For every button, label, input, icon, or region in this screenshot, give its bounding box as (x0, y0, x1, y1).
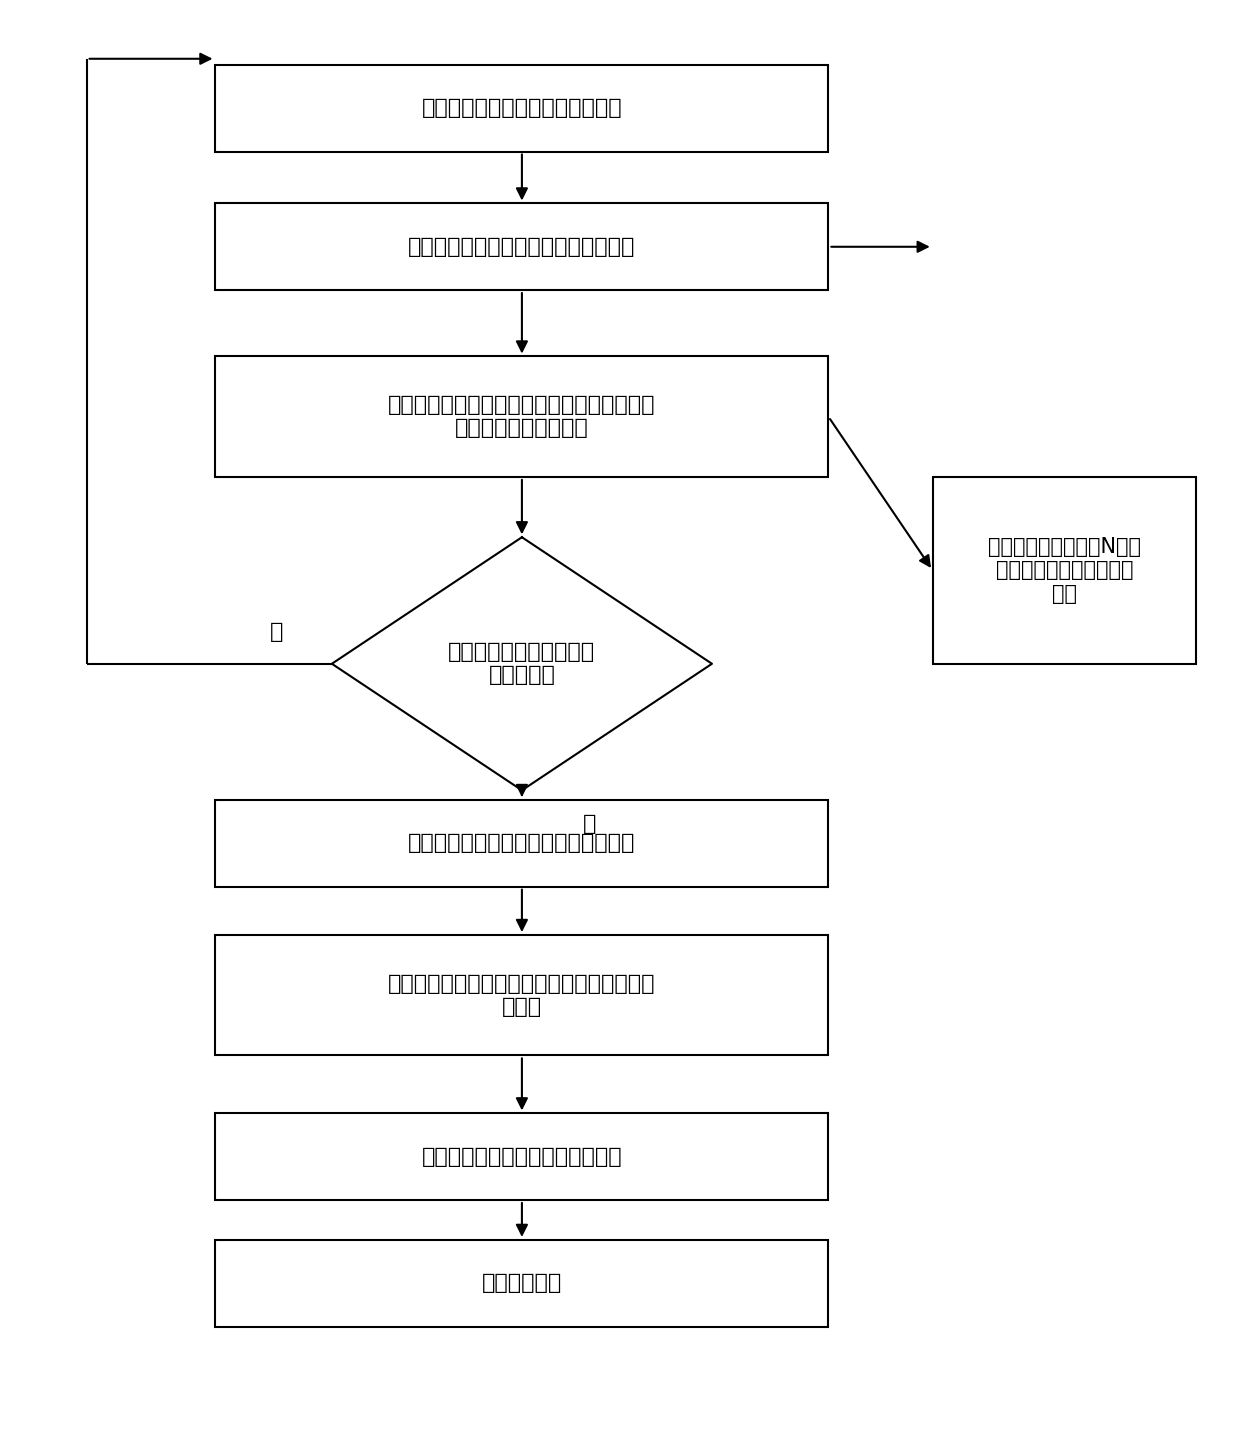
Text: 对输出端暂态行波信号进行数据预处理、小波
包分解、提取特征向量: 对输出端暂态行波信号进行数据预处理、小波 包分解、提取特征向量 (388, 395, 656, 438)
Text: 否: 否 (270, 622, 284, 642)
Text: 对输入端暂态行波信号进行识别并分类: 对输入端暂态行波信号进行识别并分类 (408, 237, 636, 257)
Text: 求取相关系数，判别绕组变形程度: 求取相关系数，判别绕组变形程度 (422, 1147, 622, 1166)
Text: 计算当前采集输出端响应信号特征向量: 计算当前采集输出端响应信号特征向量 (408, 833, 636, 853)
Text: 绕组正常状态时建立N类输
入和输出暂态信号特征样
本库: 绕组正常状态时建立N类输 入和输出暂态信号特征样 本库 (988, 537, 1141, 603)
Bar (216, 1113, 828, 1200)
Text: 采集输入端和输出端暂态行波数据: 采集输入端和输出端暂态行波数据 (422, 98, 622, 118)
Bar (216, 800, 828, 886)
Bar (216, 65, 828, 152)
Text: 是: 是 (583, 814, 596, 834)
Bar (216, 204, 828, 290)
Bar (216, 935, 828, 1055)
Text: 当前采集到的输入端信号
是暂态行波: 当前采集到的输入端信号 是暂态行波 (449, 642, 595, 685)
Bar (216, 1239, 828, 1327)
Bar (932, 477, 1197, 663)
Text: 发出预警信息: 发出预警信息 (482, 1274, 562, 1294)
Bar (216, 356, 828, 477)
Text: 样本库中调出绕组正常时同类输出响应信号特
征向量: 样本库中调出绕组正常时同类输出响应信号特 征向量 (388, 974, 656, 1017)
